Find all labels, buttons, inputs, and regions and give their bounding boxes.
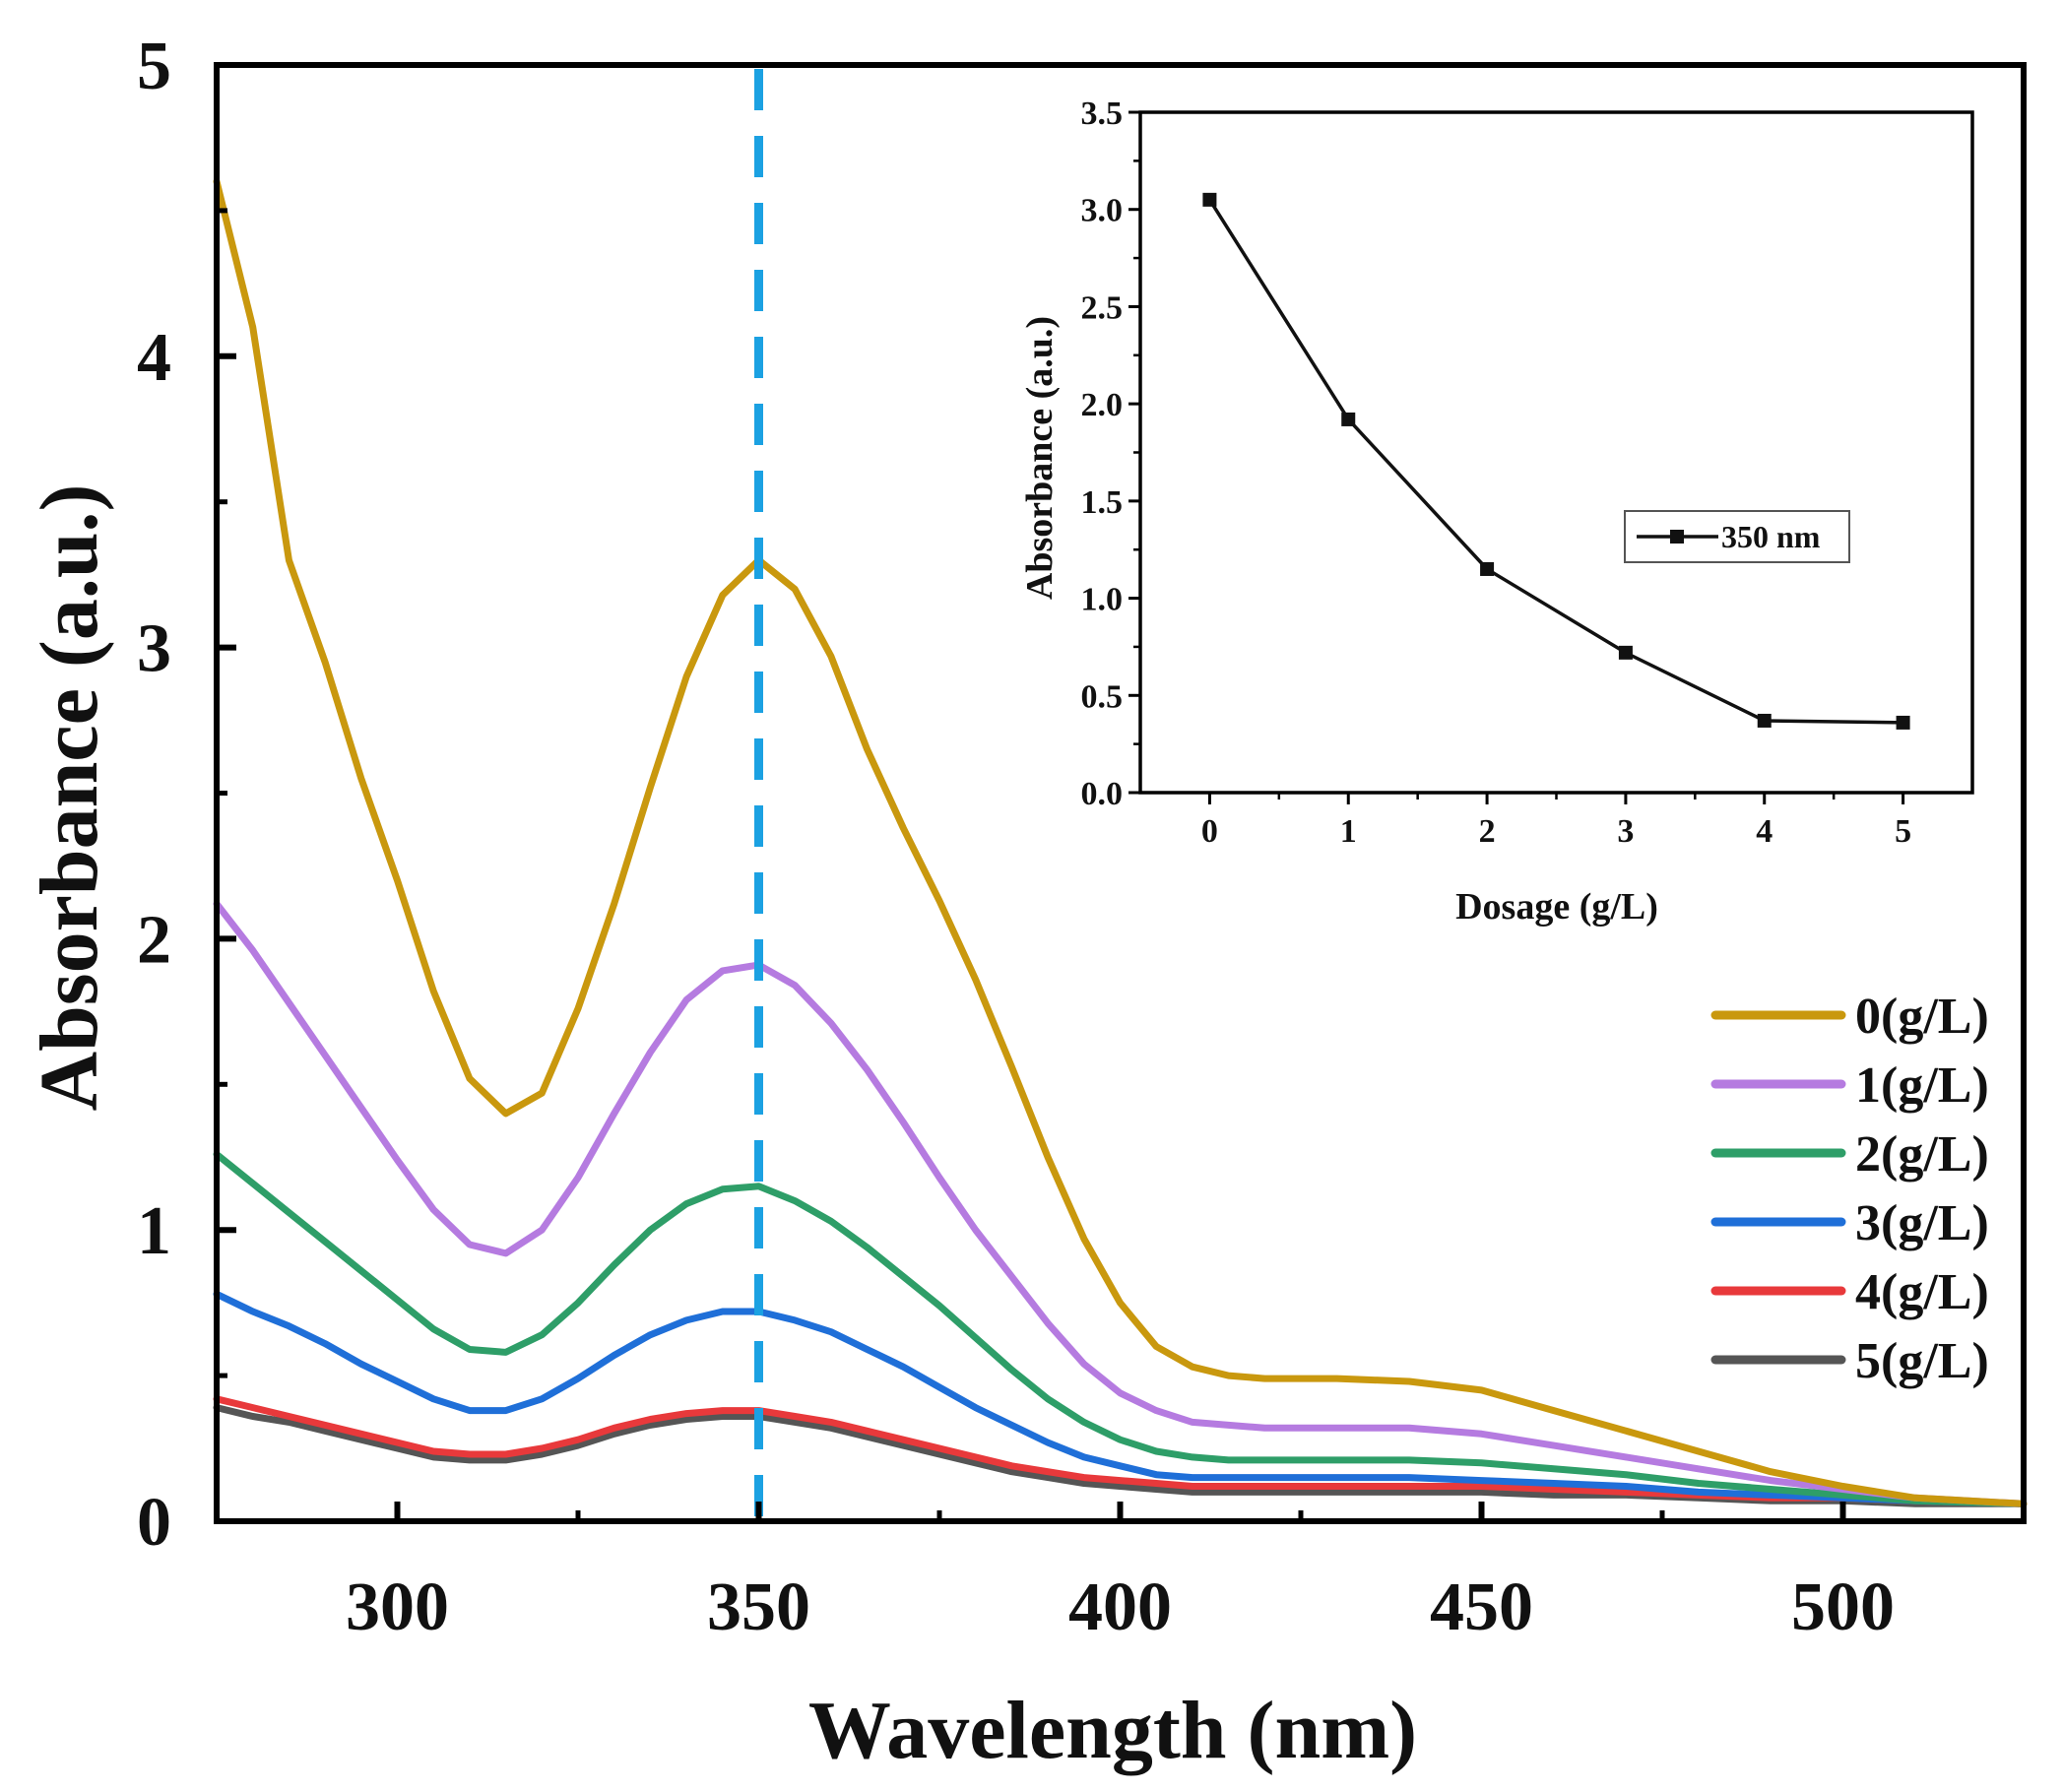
inset-y-tick-label: 1.5 — [1081, 484, 1124, 521]
inset-background — [1140, 112, 1972, 793]
legend-label-4(g/L): 4(g/L) — [1855, 1264, 1989, 1320]
series-line-0(g/L) — [213, 177, 2028, 1507]
inset-x-tick-label: 2 — [1479, 813, 1496, 850]
main-y-tick-label: 3 — [137, 611, 171, 687]
main-x-axis: 300 350 400 450 500 — [346, 1502, 1895, 1645]
inset-x-tick-label: 1 — [1340, 813, 1357, 850]
inset-marker — [1341, 412, 1356, 426]
main-x-tick-label: 500 — [1791, 1569, 1895, 1645]
main-y-tick-label: 0 — [137, 1485, 171, 1561]
inset-y-axis: 0.0 0.5 1.0 1.5 2.0 2.5 3.0 3.5 — [1081, 96, 1140, 812]
inset-marker — [1896, 715, 1910, 730]
inset-y-tick-label: 0.5 — [1081, 678, 1124, 715]
inset-y-tick-label: 2.0 — [1081, 387, 1124, 423]
inset-legend-label: 350 nm — [1721, 519, 1821, 554]
series-line-3(g/L) — [213, 1290, 2028, 1507]
inset-x-axis-title: Dosage (g/L) — [1455, 886, 1658, 928]
main-y-tick-label: 2 — [137, 902, 171, 978]
legend-label-2(g/L): 2(g/L) — [1855, 1126, 1989, 1183]
main-y-axis: 0 1 2 3 4 5 — [137, 29, 236, 1561]
inset-x-tick-label: 0 — [1201, 813, 1218, 850]
inset-series-group — [1202, 192, 1910, 730]
inset-y-tick-label: 1.0 — [1081, 582, 1124, 618]
main-x-tick-label: 350 — [707, 1569, 810, 1645]
inset-chart: 0 1 2 3 4 5 0.0 0.5 1.0 1.5 2.0 2.5 3.0 3.5 Dosage (… — [1019, 96, 1974, 928]
inset-y-tick-label: 3.0 — [1081, 193, 1124, 229]
inset-y-tick-label: 2.5 — [1081, 289, 1124, 326]
main-y-axis-title: Absorbance (a.u.) — [24, 483, 115, 1111]
inset-y-tick-label: 0.0 — [1081, 776, 1124, 812]
legend-label-0(g/L): 0(g/L) — [1855, 989, 1989, 1045]
inset-y-tick-label: 3.5 — [1081, 96, 1124, 132]
main-x-tick-label: 450 — [1430, 1569, 1533, 1645]
inset-x-tick-label: 4 — [1756, 813, 1773, 850]
inset-legend: 350 nm — [1624, 510, 1850, 563]
inset-x-tick-label: 5 — [1895, 813, 1911, 850]
inset-marker — [1202, 192, 1217, 207]
inset-x-axis: 0 1 2 3 4 5 — [1201, 793, 1911, 850]
inset-y-axis-title: Absorbance (a.u.) — [1019, 316, 1061, 600]
main-series-group — [213, 177, 2028, 1507]
main-y-tick-label: 1 — [137, 1193, 171, 1269]
main-x-tick-label: 400 — [1068, 1569, 1172, 1645]
main-x-tick-label: 300 — [346, 1569, 449, 1645]
series-line-4(g/L) — [213, 1395, 2028, 1507]
main-y-tick-label: 5 — [137, 29, 171, 104]
legend-label-5(g/L): 5(g/L) — [1855, 1333, 1989, 1389]
inset-legend-marker — [1670, 530, 1684, 544]
series-line-5(g/L) — [213, 1404, 2028, 1507]
inset-marker — [1480, 561, 1495, 576]
inset-x-tick-label: 3 — [1617, 813, 1634, 850]
main-legend: 0(g/L) 1(g/L) 2(g/L) 3(g/L) 4(g/L) 5(g/L) — [1710, 989, 1989, 1389]
inset-marker — [1757, 713, 1772, 728]
legend-label-3(g/L): 3(g/L) — [1855, 1195, 1989, 1251]
main-x-axis-title: Wavelength (nm) — [808, 1685, 1417, 1776]
series-line-1(g/L) — [213, 900, 2028, 1507]
series-line-2(g/L) — [213, 1150, 2028, 1507]
legend-label-1(g/L): 1(g/L) — [1855, 1057, 1989, 1114]
main-y-tick-label: 4 — [137, 320, 171, 396]
inset-series-line — [1207, 198, 1903, 725]
inset-marker — [1618, 645, 1633, 660]
